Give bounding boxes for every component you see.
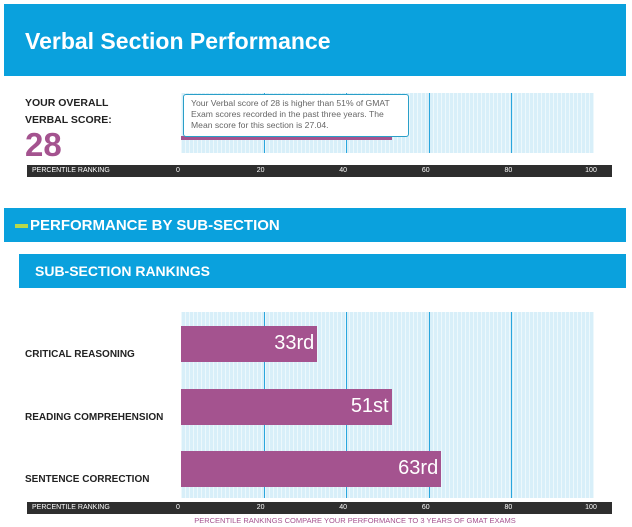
x-tick-label: 80 <box>504 167 513 174</box>
axis-bar: PERCENTILE RANKING 0 20 40 60 80 100 <box>27 502 612 514</box>
axis-label: PERCENTILE RANKING <box>32 167 110 174</box>
x-tick-label: 80 <box>504 504 513 511</box>
category-label: CRITICAL REASONING <box>25 349 135 360</box>
x-tick-label: 100 <box>585 167 597 174</box>
subsection-title: SUB-SECTION RANKINGS <box>35 263 211 279</box>
grid-line <box>511 93 513 153</box>
section-title: PERFORMANCE BY SUB-SECTION <box>30 217 280 234</box>
score-label: YOUR OVERALL VERBAL SCORE: <box>25 97 112 126</box>
footnote: PERCENTILE RANKINGS COMPARE YOUR PERFORM… <box>194 516 516 525</box>
x-tick-label: 20 <box>256 167 265 174</box>
x-tick-label: 40 <box>339 167 348 174</box>
grid-line <box>428 93 430 153</box>
score-bar <box>181 136 392 140</box>
tooltip: Your Verbal score of 28 is higher than 5… <box>183 94 409 137</box>
score: 28 <box>25 126 62 163</box>
axis-bar: PERCENTILE RANKING 0 20 40 60 80 100 <box>27 165 612 177</box>
value-label: 51st <box>350 395 389 417</box>
x-tick-label: 60 <box>421 167 430 174</box>
grid-line <box>511 312 513 498</box>
accent <box>15 224 28 228</box>
x-tick-label: 60 <box>421 504 430 511</box>
bar: 51st <box>181 389 392 425</box>
header-bar <box>4 4 626 76</box>
bar: 63rd <box>181 451 442 487</box>
x-tick-label: 0 <box>176 167 180 174</box>
axis-label: PERCENTILE RANKING <box>32 504 110 511</box>
section-bar <box>4 208 626 242</box>
subsection-bar <box>19 254 626 288</box>
grid-line <box>428 312 430 498</box>
x-tick-label: 20 <box>256 504 265 511</box>
x-tick-label: 100 <box>585 504 597 511</box>
x-tick-label: 0 <box>176 504 180 511</box>
category-label: SENTENCE CORRECTION <box>25 474 150 485</box>
category-label: READING COMPREHENSION <box>25 412 164 423</box>
page-title: Verbal Section Performance <box>25 28 331 54</box>
bar: 33rd <box>181 326 318 362</box>
value-label: 33rd <box>274 332 315 354</box>
x-tick-label: 40 <box>339 504 348 511</box>
value-label: 63rd <box>398 457 439 479</box>
